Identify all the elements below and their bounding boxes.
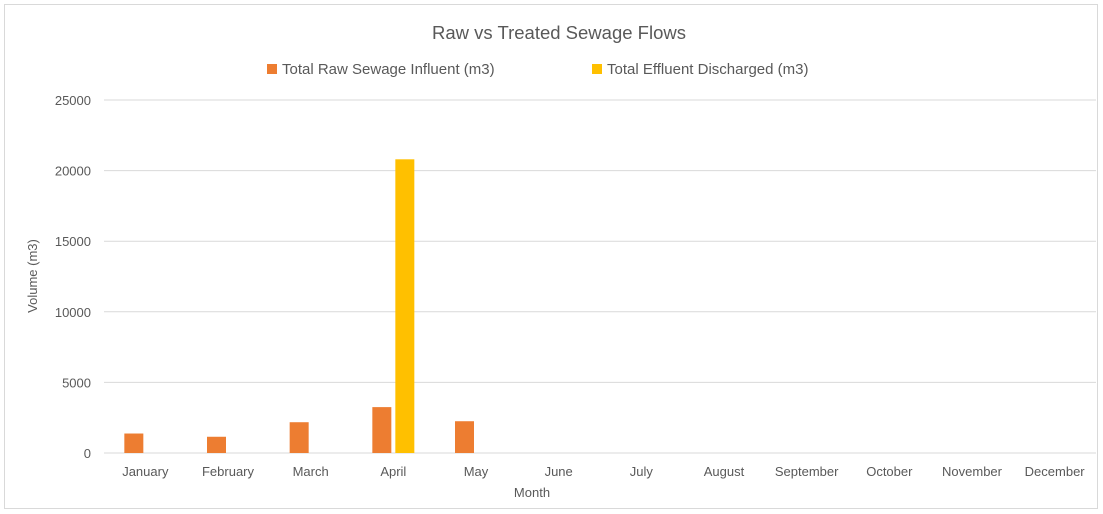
bar-raw-influent bbox=[289, 422, 309, 453]
y-tick-label: 5000 bbox=[62, 375, 91, 390]
x-tick-label: August bbox=[704, 464, 745, 479]
y-axis-title: Volume (m3) bbox=[25, 239, 40, 313]
y-axis-tick-labels: 0 5000 10000 15000 20000 25000 bbox=[55, 93, 91, 461]
chart-frame bbox=[4, 4, 1098, 509]
x-tick-label: July bbox=[630, 464, 654, 479]
y-tick-label: 15000 bbox=[55, 234, 91, 249]
bar-raw-influent bbox=[372, 407, 392, 453]
legend-label-raw-influent: Total Raw Sewage Influent (m3) bbox=[282, 61, 495, 78]
x-tick-label: September bbox=[775, 464, 839, 479]
legend-swatch-effluent bbox=[592, 64, 602, 74]
x-tick-label: November bbox=[942, 464, 1003, 479]
y-tick-label: 20000 bbox=[55, 164, 91, 179]
bar-raw-influent bbox=[207, 436, 226, 453]
x-tick-label: January bbox=[122, 464, 169, 479]
y-tick-label: 0 bbox=[84, 446, 91, 461]
y-tick-label: 10000 bbox=[55, 305, 91, 320]
bar-effluent bbox=[395, 159, 415, 453]
x-tick-label: December bbox=[1025, 464, 1086, 479]
x-axis-title: Month bbox=[514, 485, 550, 500]
chart-title: Raw vs Treated Sewage Flows bbox=[432, 22, 686, 43]
gridlines bbox=[104, 99, 1096, 454]
x-tick-label: April bbox=[380, 464, 406, 479]
x-tick-label: October bbox=[866, 464, 913, 479]
x-tick-label: February bbox=[202, 464, 255, 479]
bars bbox=[124, 159, 474, 453]
x-tick-label: March bbox=[293, 464, 329, 479]
x-tick-label: June bbox=[545, 464, 573, 479]
y-tick-label: 25000 bbox=[55, 93, 91, 108]
x-axis-tick-labels: January February March April May June July Augu… bbox=[122, 464, 1085, 479]
bar-raw-influent bbox=[455, 421, 474, 453]
legend: Total Raw Sewage Influent (m3) Total Eff… bbox=[267, 61, 808, 78]
legend-label-effluent: Total Effluent Discharged (m3) bbox=[607, 61, 808, 78]
legend-swatch-raw-influent bbox=[267, 64, 277, 74]
bar-raw-influent bbox=[124, 433, 144, 453]
x-tick-label: May bbox=[464, 464, 489, 479]
